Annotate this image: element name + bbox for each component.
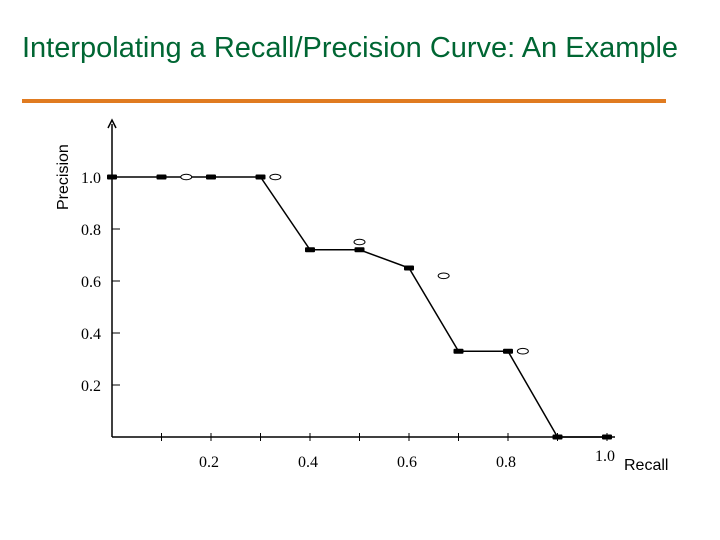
solid-point-marker [552, 434, 563, 440]
solid-point-marker [107, 174, 117, 180]
x-tick-label: 0.8 [496, 454, 516, 471]
solid-point-marker [305, 247, 315, 253]
solid-point-marker [354, 247, 365, 253]
y-axis-label: Precision [55, 144, 72, 210]
y-tick-label: 0.6 [81, 274, 101, 291]
series-lines [112, 176, 607, 438]
hollow-point-marker [269, 173, 282, 181]
y-tick-label: 1.0 [81, 170, 101, 187]
x-tick-label: 1.0 [595, 448, 615, 465]
x-tick-label: 0.2 [199, 454, 219, 471]
x-tick-label: 0.6 [397, 454, 417, 471]
hollow-point-marker [180, 173, 193, 181]
interpolated-curve-line [112, 176, 607, 438]
solid-point-marker [404, 265, 414, 271]
solid-point-marker [602, 434, 612, 440]
hollow-point-marker [516, 347, 529, 355]
y-axis-arrow [107, 118, 117, 129]
y-tick-label: 0.8 [81, 222, 101, 239]
y-tick-label: 0.4 [81, 326, 101, 343]
chart-axes: Precision Recall [55, 118, 668, 474]
page-title: Interpolating a Recall/Precision Curve: … [22, 32, 679, 64]
title-underline [22, 99, 666, 103]
solid-point-marker [255, 174, 266, 180]
x-tick-label: 0.4 [298, 454, 318, 471]
y-tick-label: 0.2 [81, 378, 101, 395]
hollow-point-marker [437, 272, 450, 280]
series-markers [107, 173, 612, 440]
solid-point-marker [453, 348, 464, 354]
hollow-point-marker [353, 238, 366, 246]
solid-point-marker [503, 348, 513, 354]
solid-point-marker [206, 174, 216, 180]
chart-ticks: 0.2 0.4 0.6 0.8 1.0 0.2 0.4 0.6 0.8 1.0 [81, 170, 615, 471]
solid-point-marker [156, 174, 167, 180]
x-axis-label: Recall [624, 457, 668, 474]
